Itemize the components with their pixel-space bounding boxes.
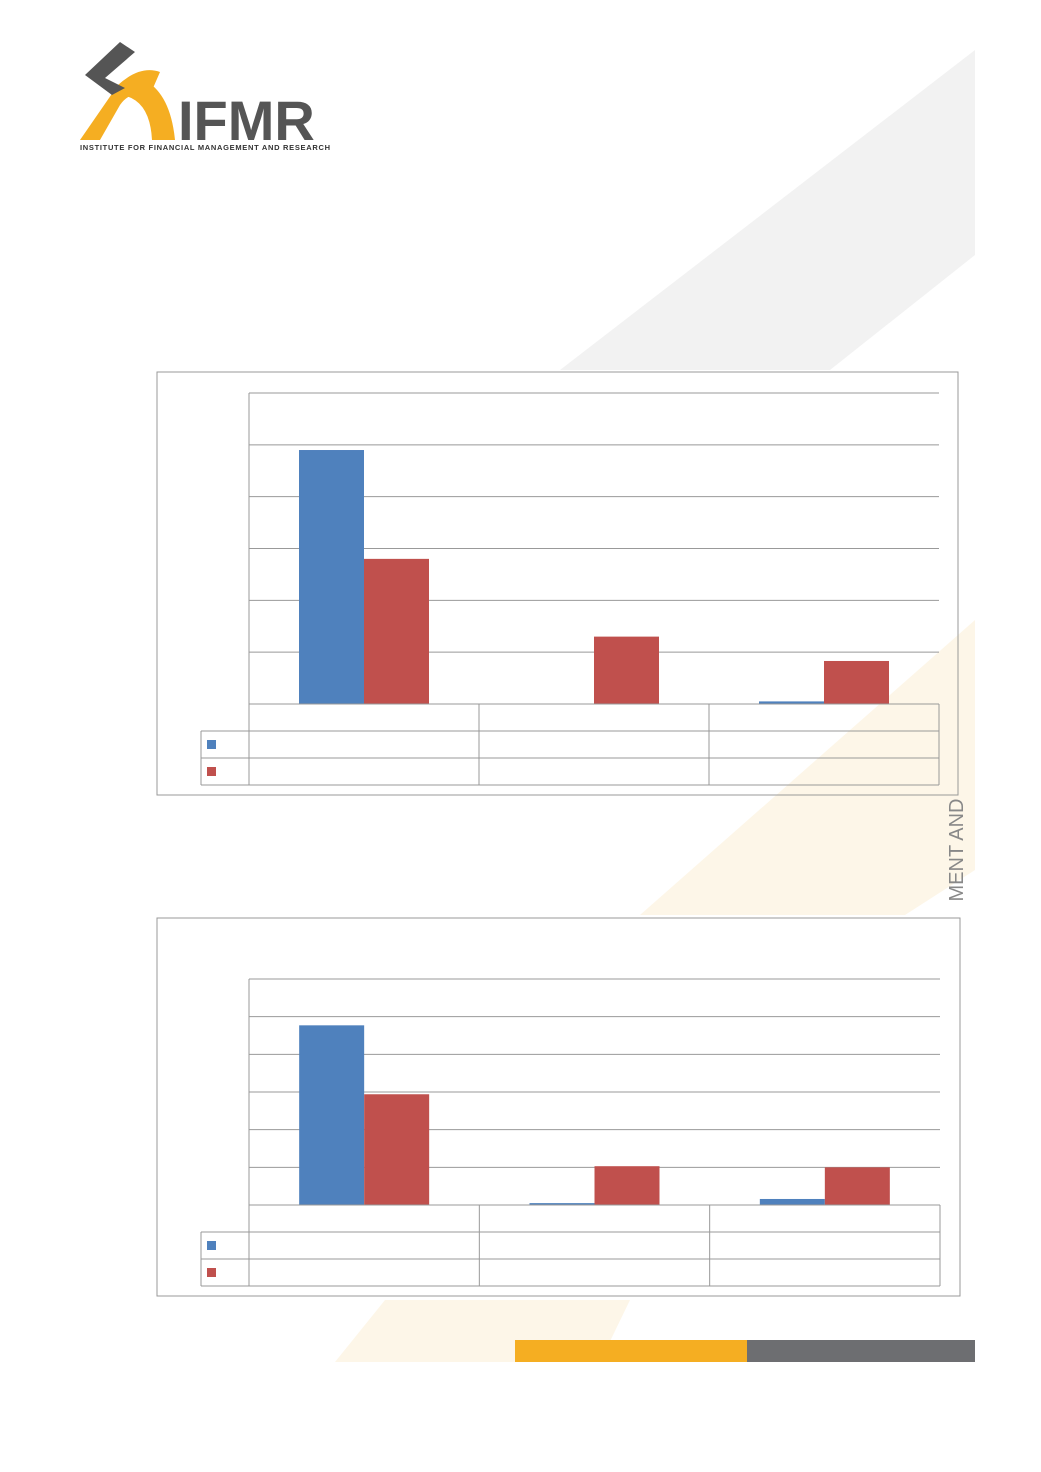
logo: IFMR INSTITUTE FOR FINANCIAL MANAGEMENT … <box>80 42 330 152</box>
legend-swatch <box>207 1268 216 1277</box>
chart-frame <box>156 917 961 1297</box>
bar <box>824 1167 890 1205</box>
side-text: MENT AND <box>946 799 968 902</box>
bar <box>759 701 824 704</box>
footer-bar <box>515 1340 747 1362</box>
legend-swatch <box>207 740 216 749</box>
bar <box>299 450 364 704</box>
bar <box>364 1094 430 1205</box>
chart-frame <box>156 371 959 796</box>
background-stripe <box>640 620 975 915</box>
background-stripe <box>560 50 975 370</box>
bar <box>594 636 659 704</box>
logo-subtitle: INSTITUTE FOR FINANCIAL MANAGEMENT AND R… <box>80 143 330 152</box>
bar <box>759 1198 825 1205</box>
bar <box>364 558 429 704</box>
logo-shape <box>85 42 135 95</box>
bar <box>299 1025 365 1205</box>
bar <box>594 1166 660 1205</box>
bar <box>824 660 889 704</box>
footer-bar <box>747 1340 975 1362</box>
legend-swatch <box>207 1241 216 1250</box>
bar <box>529 1203 595 1205</box>
logo-text: IFMR <box>178 89 315 152</box>
legend-swatch <box>207 767 216 776</box>
logo-shape <box>122 78 175 140</box>
